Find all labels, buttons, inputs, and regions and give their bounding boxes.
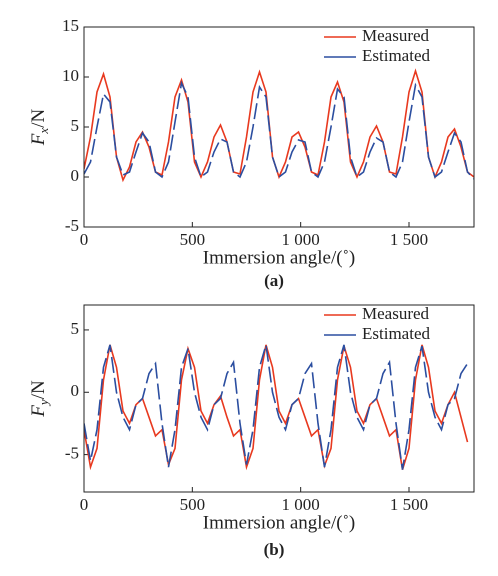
y-label-unit: /N (28, 380, 49, 399)
y-tick-label: 10 (62, 66, 79, 85)
y-tick-label: 15 (62, 16, 79, 35)
y-label-subscript: y (36, 399, 51, 407)
plot-frame (83, 304, 475, 493)
series-line (84, 344, 469, 471)
y-tick-label: 5 (71, 319, 80, 338)
y-label-subscript: x (36, 128, 51, 135)
x-tick-label: 1 000 (282, 230, 320, 249)
y-tick-label: 0 (71, 166, 80, 185)
x-tick-label: 1 500 (390, 495, 428, 514)
x-axis-label: Immersion angle/(˚) (203, 512, 355, 533)
x-tick-label: 500 (180, 495, 206, 514)
y-label-symbol: F (28, 133, 49, 146)
legend-label: Measured (362, 304, 430, 323)
y-tick-label: 0 (71, 381, 80, 400)
y-tick-label: 5 (71, 116, 80, 135)
y-tick-label: -5 (65, 444, 79, 463)
x-axis-label: Immersion angle/(˚) (203, 247, 355, 268)
y-axis-label: Fy/N (28, 380, 51, 418)
y-label-symbol: F (28, 405, 49, 418)
series-line (84, 344, 469, 470)
x-tick-label: 0 (80, 495, 89, 514)
y-tick-label: -5 (65, 216, 79, 235)
y-axis-label: Fx/N (28, 109, 51, 147)
plot-frame (83, 26, 475, 228)
x-tick-label: 1 000 (282, 495, 320, 514)
series-line (84, 68, 474, 183)
y-label-unit: /N (28, 109, 49, 128)
legend-label: Estimated (362, 46, 430, 65)
legend-label: Estimated (362, 324, 430, 343)
x-tick-label: 0 (80, 230, 89, 249)
x-tick-label: 1 500 (390, 230, 428, 249)
subtitle: (a) (264, 271, 284, 290)
legend-label: Measured (362, 26, 430, 45)
x-tick-label: 500 (180, 230, 206, 249)
subtitle: (b) (264, 540, 285, 559)
